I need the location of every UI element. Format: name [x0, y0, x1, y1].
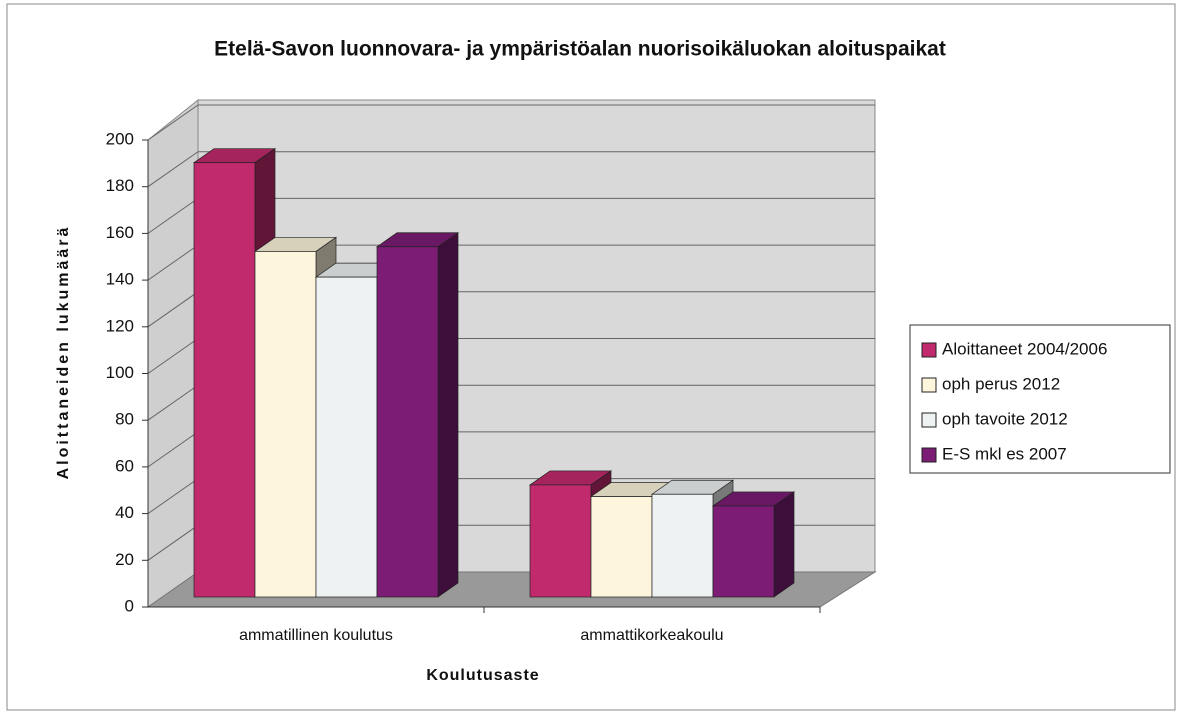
y-tick-label: 120	[106, 316, 134, 335]
bar	[651, 493, 714, 598]
y-tick-label: 0	[125, 596, 134, 615]
bar-side	[437, 232, 459, 598]
bar	[254, 251, 317, 598]
bar	[590, 496, 653, 598]
legend-label: oph tavoite 2012	[942, 409, 1068, 428]
y-tick-label: 160	[106, 223, 134, 242]
legend	[909, 324, 1171, 474]
y-tick-label: 100	[106, 363, 134, 382]
y-axis-label: Aloittaneiden lukumäärä	[55, 225, 72, 480]
legend-label: oph perus 2012	[942, 374, 1060, 393]
y-tick-label: 60	[115, 456, 134, 475]
chart-title: Etelä-Savon luonnovara- ja ympäristöalan…	[214, 38, 946, 61]
x-tick-label: ammattikorkeakoulu	[580, 627, 723, 644]
legend-swatch	[921, 447, 937, 463]
bar	[712, 505, 775, 598]
bar	[376, 246, 439, 598]
y-tick-label: 200	[106, 129, 134, 148]
bar-side	[773, 491, 795, 598]
y-tick-label: 40	[115, 503, 134, 522]
y-tick-label: 140	[106, 270, 134, 289]
legend-swatch	[921, 412, 937, 428]
legend-swatch	[921, 342, 937, 358]
grid-line	[147, 104, 875, 141]
legend-swatch	[921, 377, 937, 393]
bar	[193, 162, 256, 598]
bar	[529, 484, 592, 598]
legend-label: Aloittaneet 2004/2006	[942, 339, 1107, 358]
x-axis-label: Koulutusaste	[426, 667, 539, 684]
grid-line	[147, 151, 875, 188]
bar	[315, 276, 378, 598]
y-tick-label: 180	[106, 176, 134, 195]
legend-label: E-S mkl es 2007	[942, 444, 1067, 463]
y-tick-label: 20	[115, 550, 134, 569]
y-tick-label: 80	[115, 410, 134, 429]
x-tick-label: ammatillinen koulutus	[239, 627, 393, 644]
